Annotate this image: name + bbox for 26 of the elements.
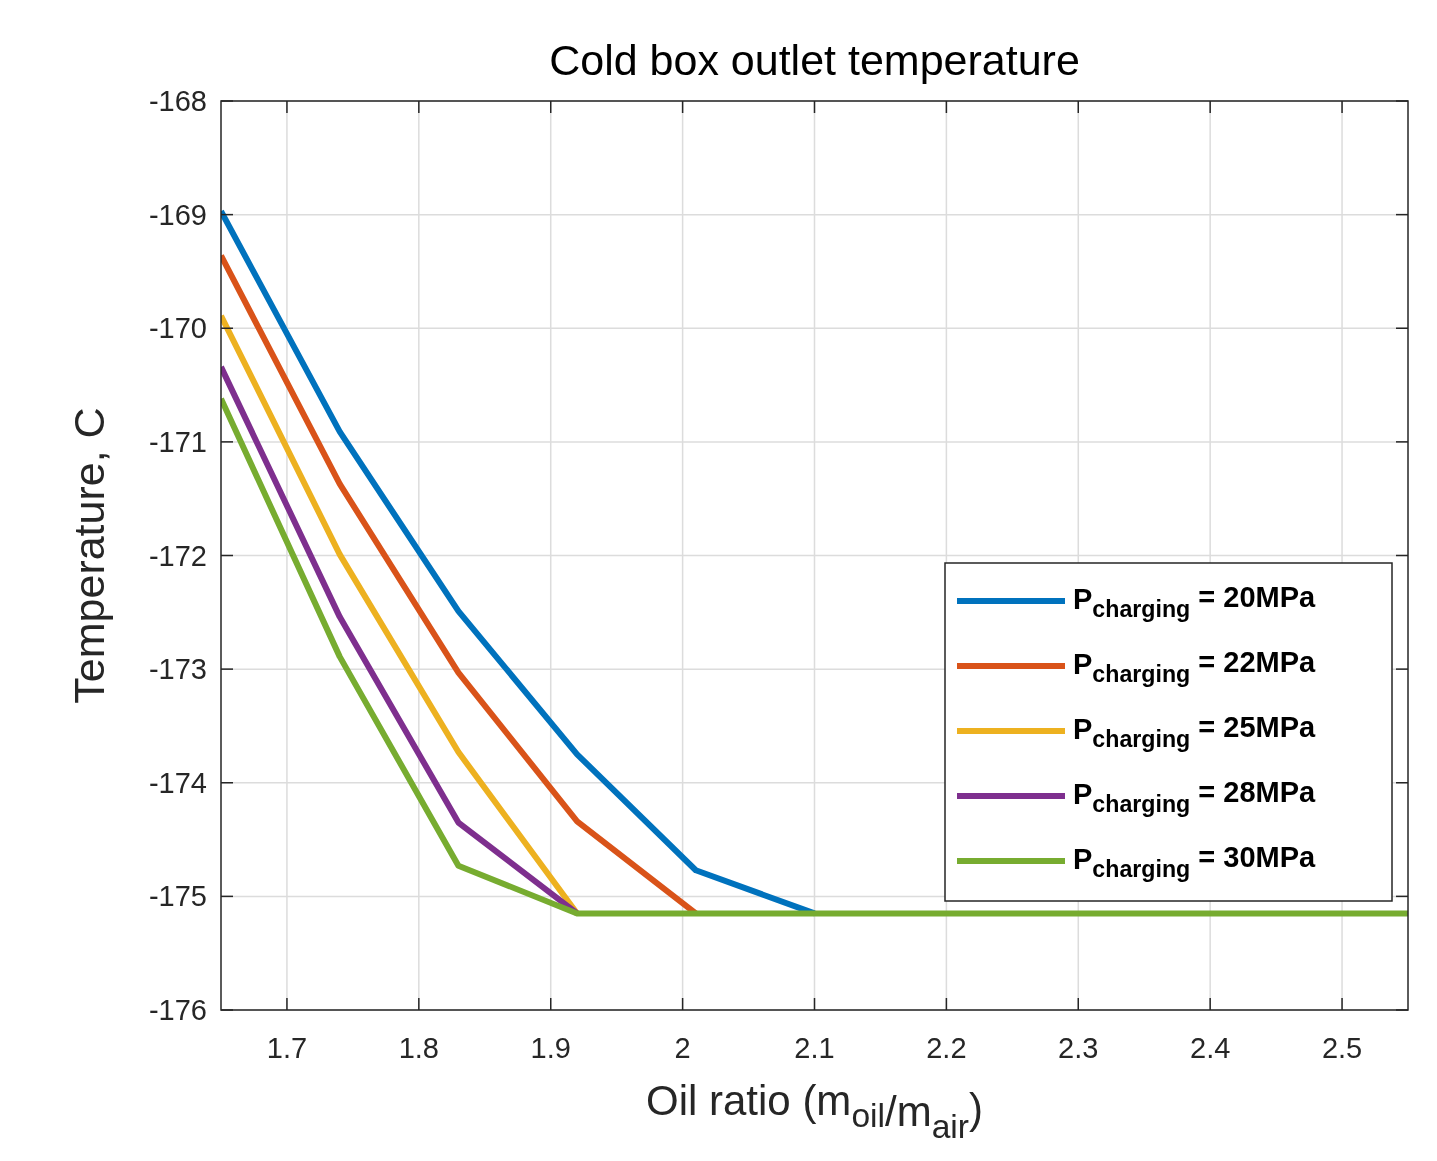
x-tick-label: 1.7 (266, 1032, 308, 1064)
x-tick-label: 2 (674, 1032, 691, 1064)
y-axis-title: Temperature, C (65, 407, 113, 704)
legend-label: P$_{charging}$ = 25MPa (1073, 710, 1317, 753)
y-tick-label: -175 (148, 880, 207, 913)
y-tick-label: -169 (148, 198, 207, 231)
x-tick-label: 2.5 (1321, 1032, 1363, 1064)
x-tick-label: 2.3 (1058, 1032, 1099, 1064)
x-tick-label: 2.1 (794, 1032, 835, 1064)
chart-title: Cold box outlet temperature (549, 36, 1080, 84)
y-tick-label: -173 (148, 653, 207, 686)
y-tick-label: -170 (148, 312, 207, 345)
legend-label: P$_{charging}$ = 30MPa (1073, 840, 1317, 883)
y-tick-label: -172 (148, 539, 207, 572)
y-tick-label: -171 (148, 425, 207, 458)
y-tick-label: -174 (148, 766, 207, 799)
y-tick-label: -176 (148, 994, 207, 1026)
legend-label: P$_{charging}$ = 20MPa (1073, 580, 1317, 623)
legend-label: P$_{charging}$ = 22MPa (1073, 645, 1317, 688)
y-tick-label: -168 (148, 85, 207, 117)
x-axis-title: Oil ratio (m$_{oil}$/m$_{air}$) (646, 1077, 983, 1146)
x-tick-label: 2.4 (1190, 1032, 1231, 1064)
x-tick-label: 2.2 (926, 1032, 967, 1064)
x-tick-label: 1.9 (530, 1032, 571, 1064)
x-tick-label: 1.8 (398, 1032, 439, 1064)
legend-label: P$_{charging}$ = 28MPa (1073, 775, 1317, 818)
